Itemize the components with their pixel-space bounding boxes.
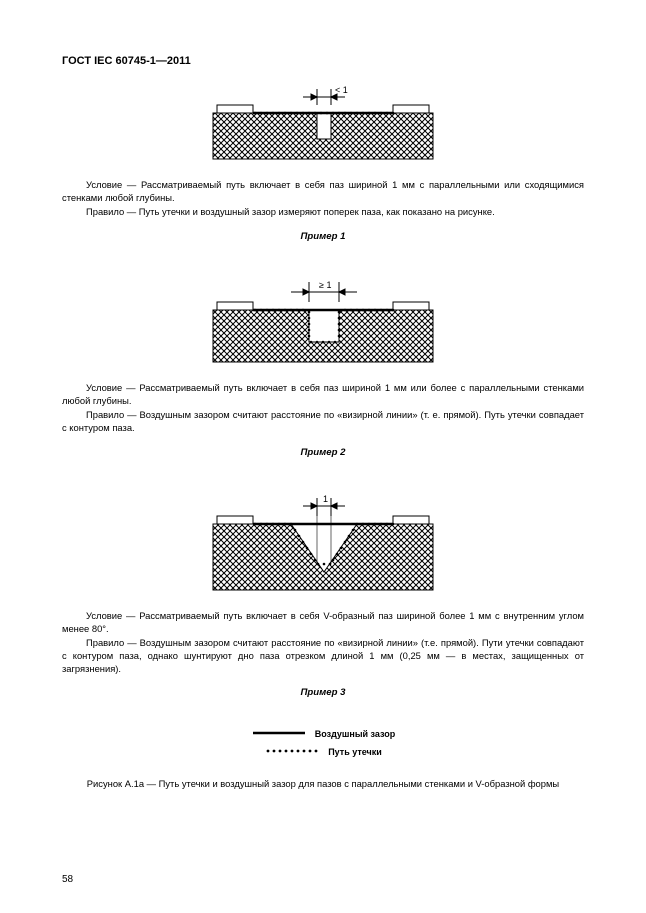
page-number: 58 [62, 874, 73, 885]
legend-air-gap: Воздушный зазор [251, 729, 396, 739]
legend: Воздушный зазор Путь утечки [62, 724, 584, 760]
ex3-rule: Правило — Воздушным зазором считают расс… [62, 637, 584, 675]
legend-air-gap-label: Воздушный зазор [315, 729, 396, 739]
dim-label-1: < 1 [335, 85, 348, 95]
ex1-condition: Условие — Рассматриваемый путь включает … [62, 179, 584, 204]
page: ГОСТ IEC 60745-1—2011 < 1 [0, 0, 646, 913]
figure-caption: Рисунок А.1а — Путь утечки и воздушный з… [62, 778, 584, 789]
legend-creepage-label: Путь утечки [328, 747, 382, 757]
figure-1-groove-narrow: < 1 [62, 83, 584, 165]
legend-creepage: Путь утечки [264, 747, 382, 757]
doc-header: ГОСТ IEC 60745-1—2011 [62, 55, 584, 67]
figure-2-groove-wide: ≥ 1 [62, 276, 584, 368]
dim-label-3: 1 [323, 494, 328, 504]
creepage-symbol [264, 747, 320, 757]
air-gap-symbol [251, 729, 307, 739]
ex1-label: Пример 1 [62, 231, 584, 242]
ex1-rule: Правило — Путь утечки и воздушный зазор … [62, 206, 584, 219]
ex2-label: Пример 2 [62, 447, 584, 458]
ex3-label: Пример 3 [62, 687, 584, 698]
ex2-rule: Правило — Воздушным зазором считают расс… [62, 409, 584, 434]
figure-3-v-groove: 1 [62, 492, 584, 596]
ex2-condition: Условие — Рассматриваемый путь включает … [62, 382, 584, 407]
ex3-condition: Условие — Рассматриваемый путь включает … [62, 610, 584, 635]
dim-label-2: ≥ 1 [319, 280, 331, 290]
